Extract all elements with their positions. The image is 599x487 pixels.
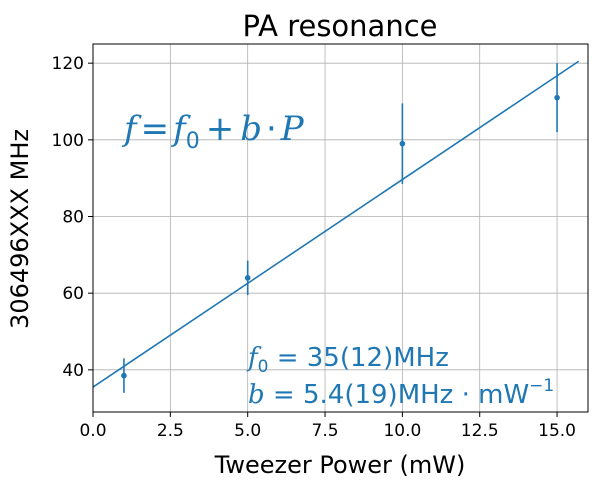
param-b: b = 5.4(19)MHz · mW−1 xyxy=(248,376,554,410)
x-tick-label: 10.0 xyxy=(383,421,421,441)
y-tick-label: 40 xyxy=(62,361,84,381)
y-tick-label: 100 xyxy=(52,131,84,151)
y-axis-label: 306496XXX MHz xyxy=(6,129,34,329)
data-points xyxy=(121,63,560,393)
param-f0: f0 = 35(12)MHz xyxy=(246,343,449,377)
y-tick-label: 80 xyxy=(62,208,84,228)
fit-formula: f = f0 + b · P xyxy=(121,109,305,154)
fit-line xyxy=(92,60,580,388)
x-tick-label: 15.0 xyxy=(538,421,576,441)
fit-line-group xyxy=(92,60,580,388)
data-point xyxy=(244,275,251,281)
x-tick-label: 5.0 xyxy=(234,421,261,441)
data-point xyxy=(121,372,127,379)
x-tick-label: 12.5 xyxy=(461,421,499,441)
data-point xyxy=(554,94,560,101)
x-ticks: 0.0 2.5 5.0 7.5 10.0 12.5 15.0 xyxy=(79,412,576,441)
x-tick-label: 7.5 xyxy=(312,421,339,441)
x-axis-label: Tweezer Power (mW) xyxy=(214,451,466,479)
plot-frame xyxy=(92,43,589,413)
x-tick-label: 0.0 xyxy=(79,421,106,441)
data-point xyxy=(399,140,406,147)
y-tick-label: 120 xyxy=(52,54,84,74)
y-ticks: 40 60 80 100 120 xyxy=(52,54,93,381)
chart-title: PA resonance xyxy=(243,9,438,43)
grid xyxy=(92,44,588,412)
x-tick-label: 2.5 xyxy=(157,421,184,441)
y-tick-label: 60 xyxy=(62,284,84,304)
